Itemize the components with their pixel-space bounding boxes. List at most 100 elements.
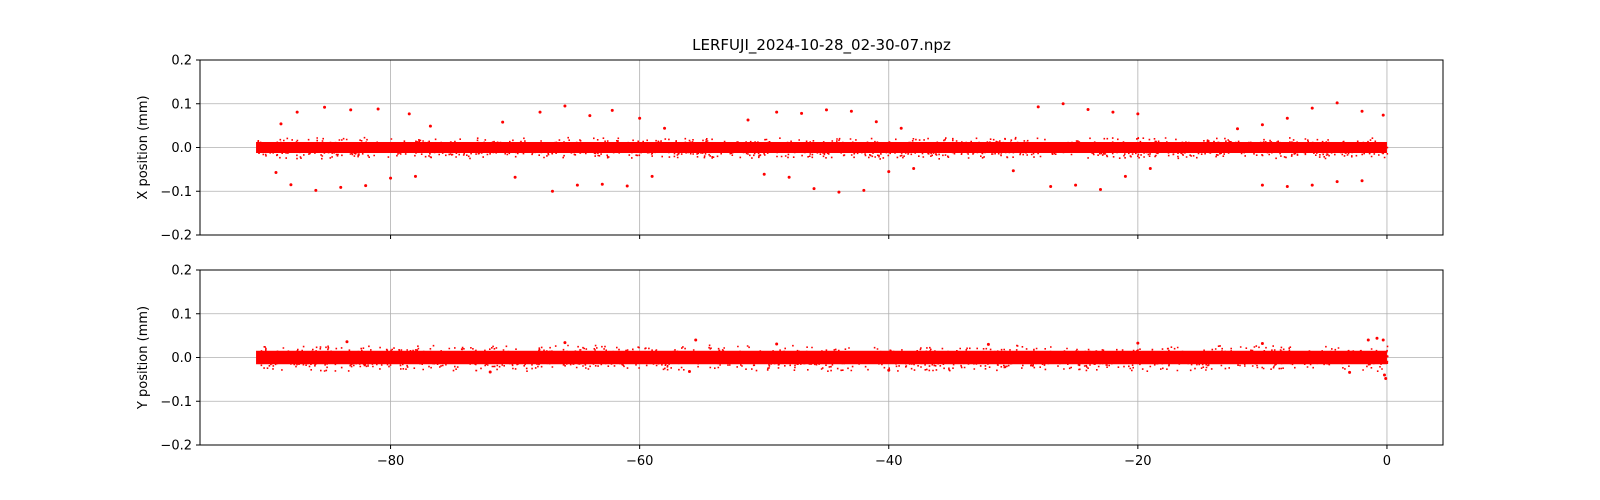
data-point [1360, 179, 1364, 183]
data-point [1335, 180, 1339, 184]
data-point [376, 107, 380, 111]
data-point [1310, 183, 1314, 187]
data-point [912, 167, 916, 170]
x-tick-label: −20 [1124, 454, 1151, 469]
data-point [1136, 112, 1140, 116]
data-point [824, 108, 828, 112]
x-position-panel: −0.2 −0.1 0.0 0.1 0.2 X position (mm) [136, 54, 1444, 244]
data-point [687, 370, 691, 373]
x-tick-label: −40 [875, 454, 902, 469]
y-tick-label: 0.1 [171, 97, 192, 112]
x-tick-label: −60 [626, 454, 653, 469]
data-point [1260, 123, 1264, 127]
data-point [1136, 341, 1140, 345]
data-point [1049, 184, 1053, 188]
data-point [428, 124, 432, 128]
data-point [364, 184, 368, 188]
data-point [1111, 110, 1115, 114]
data-point [625, 184, 629, 188]
data-point [349, 108, 353, 112]
data-point [1123, 174, 1127, 178]
data-point [1360, 109, 1364, 113]
x-tick-label: −80 [377, 454, 404, 469]
data-point [501, 120, 505, 124]
data-point [575, 183, 579, 187]
data-point [274, 170, 278, 174]
data-point [1366, 338, 1370, 342]
scatter-points [256, 101, 1389, 194]
data-point [550, 189, 554, 193]
data-point [1381, 338, 1385, 342]
data-point [874, 120, 878, 124]
y-axis-label: Y position (mm) [136, 306, 151, 410]
data-band-points [256, 136, 1389, 160]
data-point [389, 176, 393, 180]
y-tick-label: 0.2 [171, 264, 192, 279]
data-point [513, 175, 517, 179]
y-tick-label: −0.1 [160, 395, 192, 410]
data-point [1375, 336, 1379, 340]
data-point [600, 182, 604, 186]
x-tick-label: 0 [1383, 454, 1391, 469]
data-point [1260, 342, 1264, 345]
data-point [345, 340, 349, 344]
data-point [1260, 183, 1264, 187]
data-point [289, 183, 293, 187]
data-point [1381, 113, 1385, 117]
data-point [323, 105, 327, 109]
data-point [488, 370, 492, 374]
data-point [1348, 370, 1352, 374]
data-point [775, 110, 779, 114]
data-point [862, 188, 866, 192]
data-point [1036, 105, 1040, 109]
scatter-points [256, 336, 1389, 380]
data-point [1310, 106, 1314, 110]
data-point [849, 109, 853, 113]
data-point [887, 170, 891, 174]
data-point [563, 104, 567, 108]
y-tick-label: 0.1 [171, 307, 192, 322]
data-point [610, 108, 614, 112]
data-point [887, 368, 891, 372]
data-point [787, 175, 791, 179]
data-point [538, 110, 542, 114]
data-point [1061, 102, 1065, 106]
data-point [775, 342, 779, 346]
y-tick-label: 0.0 [171, 141, 192, 156]
data-point [279, 122, 283, 126]
data-point [339, 185, 343, 189]
data-point [694, 338, 698, 342]
data-point [407, 112, 411, 116]
data-point [1098, 188, 1102, 191]
data-point [1086, 107, 1090, 111]
data-point [563, 341, 567, 345]
y-tick-label: 0.0 [171, 351, 192, 366]
data-point [1011, 169, 1015, 173]
data-point [899, 126, 903, 130]
data-point [314, 188, 318, 192]
data-point [1235, 127, 1239, 131]
y-tick-label: 0.2 [171, 54, 192, 69]
y-axis-label: X position (mm) [136, 95, 151, 199]
data-point [812, 187, 816, 191]
data-point [1074, 183, 1078, 187]
data-point [295, 110, 299, 114]
data-point [986, 342, 990, 346]
y-position-panel: −80 −60 −40 −20 0 −0.2 −0.1 0.0 0.1 0.2 Y position… [136, 264, 1444, 469]
data-point [663, 126, 667, 130]
data-point [413, 174, 417, 178]
data-point [638, 116, 642, 120]
y-tick-label: −0.2 [160, 229, 192, 244]
data-point [650, 174, 654, 178]
data-point [1148, 167, 1152, 170]
data-point [762, 172, 766, 176]
y-tick-label: −0.2 [160, 439, 192, 454]
data-point [588, 114, 592, 118]
y-tick-label: −0.1 [160, 185, 192, 200]
data-band-points [256, 344, 1389, 372]
data-point [837, 190, 841, 194]
chart-title: LERFUJI_2024-10-28_02-30-07.npz [692, 36, 951, 55]
data-point [1285, 184, 1289, 188]
data-point [1382, 373, 1386, 377]
